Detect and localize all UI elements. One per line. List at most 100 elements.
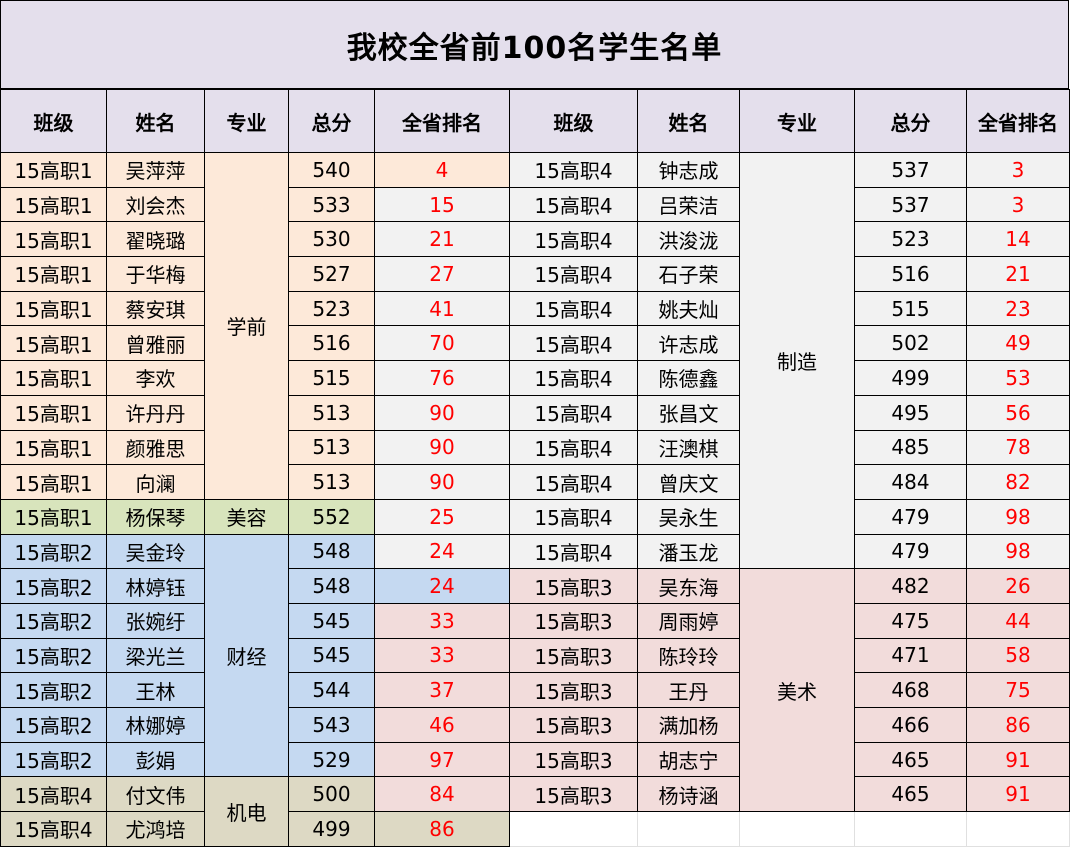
score-cell[interactable]: 499 — [288, 811, 375, 847]
score-cell[interactable]: 500 — [288, 776, 375, 813]
class-cell[interactable]: 15高职3 — [509, 776, 638, 813]
score-cell[interactable]: 468 — [854, 672, 967, 708]
score-cell[interactable]: 530 — [288, 221, 375, 258]
score-cell[interactable]: 471 — [854, 637, 967, 674]
header-rank[interactable]: 全省排名 — [966, 89, 1070, 153]
name-cell[interactable]: 石子荣 — [637, 256, 740, 292]
class-cell[interactable]: 15高职4 — [509, 152, 638, 188]
name-cell[interactable]: 陈德鑫 — [637, 360, 740, 396]
rank-cell[interactable]: 23 — [966, 290, 1070, 327]
name-cell[interactable]: 吴永生 — [637, 498, 740, 535]
rank-cell[interactable]: 21 — [966, 256, 1070, 292]
name-cell[interactable]: 许志成 — [637, 325, 740, 362]
name-cell[interactable]: 洪浚泷 — [637, 221, 740, 258]
class-cell[interactable]: 15高职4 — [0, 776, 107, 813]
name-cell[interactable]: 满加杨 — [637, 707, 740, 743]
name-cell[interactable]: 曾雅丽 — [106, 325, 205, 362]
class-cell[interactable]: 15高职3 — [509, 637, 638, 674]
class-cell[interactable]: 15高职3 — [509, 568, 638, 604]
score-cell[interactable]: 523 — [854, 221, 967, 258]
score-cell[interactable]: 543 — [288, 707, 375, 743]
name-cell[interactable]: 姚夫灿 — [637, 290, 740, 327]
name-cell[interactable]: 胡志宁 — [637, 741, 740, 778]
name-cell[interactable]: 张婉纡 — [106, 602, 205, 639]
rank-cell[interactable]: 97 — [374, 741, 510, 778]
name-cell[interactable]: 钟志成 — [637, 152, 740, 188]
rank-cell[interactable]: 78 — [966, 429, 1070, 466]
score-cell[interactable]: 465 — [854, 776, 967, 813]
score-cell[interactable]: 516 — [288, 325, 375, 362]
class-cell[interactable]: 15高职4 — [509, 290, 638, 327]
score-cell[interactable]: 513 — [288, 464, 375, 500]
empty-cell[interactable] — [966, 811, 1070, 847]
class-cell[interactable]: 15高职1 — [0, 325, 107, 362]
rank-cell[interactable]: 25 — [374, 498, 510, 535]
score-cell[interactable]: 523 — [288, 290, 375, 327]
name-cell[interactable]: 周雨婷 — [637, 602, 740, 639]
rank-cell[interactable]: 21 — [374, 221, 510, 258]
class-cell[interactable]: 15高职2 — [0, 741, 107, 778]
score-cell[interactable]: 548 — [288, 568, 375, 604]
rank-cell[interactable]: 76 — [374, 360, 510, 396]
class-cell[interactable]: 15高职3 — [509, 707, 638, 743]
rank-cell[interactable]: 26 — [966, 568, 1070, 604]
score-cell[interactable]: 544 — [288, 672, 375, 708]
rank-cell[interactable]: 56 — [966, 394, 1070, 431]
name-cell[interactable]: 吴萍萍 — [106, 152, 205, 188]
header-score[interactable]: 总分 — [288, 89, 375, 153]
class-cell[interactable]: 15高职4 — [509, 360, 638, 396]
rank-cell[interactable]: 4 — [374, 152, 510, 188]
class-cell[interactable]: 15高职4 — [509, 256, 638, 292]
major-cell[interactable]: 美容 — [204, 498, 289, 535]
name-cell[interactable]: 汪澳棋 — [637, 429, 740, 466]
score-cell[interactable]: 537 — [854, 186, 967, 223]
class-cell[interactable]: 15高职2 — [0, 602, 107, 639]
rank-cell[interactable]: 33 — [374, 637, 510, 674]
class-cell[interactable]: 15高职1 — [0, 429, 107, 466]
header-class[interactable]: 班级 — [0, 89, 107, 153]
score-cell[interactable]: 479 — [854, 533, 967, 570]
class-cell[interactable]: 15高职4 — [509, 533, 638, 570]
score-cell[interactable]: 499 — [854, 360, 967, 396]
rank-cell[interactable]: 33 — [374, 602, 510, 639]
name-cell[interactable]: 于华梅 — [106, 256, 205, 292]
rank-cell[interactable]: 3 — [966, 152, 1070, 188]
empty-cell[interactable] — [854, 811, 967, 847]
class-cell[interactable]: 15高职4 — [509, 186, 638, 223]
rank-cell[interactable]: 46 — [374, 707, 510, 743]
rank-cell[interactable]: 24 — [374, 568, 510, 604]
rank-cell[interactable]: 91 — [966, 776, 1070, 813]
rank-cell[interactable]: 91 — [966, 741, 1070, 778]
class-cell[interactable]: 15高职2 — [0, 568, 107, 604]
class-cell[interactable]: 15高职4 — [509, 429, 638, 466]
rank-cell[interactable]: 84 — [374, 776, 510, 813]
rank-cell[interactable]: 98 — [966, 533, 1070, 570]
major-cell[interactable]: 制造 — [739, 151, 855, 570]
class-cell[interactable]: 15高职2 — [0, 637, 107, 674]
rank-cell[interactable]: 70 — [374, 325, 510, 362]
score-cell[interactable]: 537 — [854, 152, 967, 188]
name-cell[interactable]: 吴金玲 — [106, 533, 205, 570]
class-cell[interactable]: 15高职1 — [0, 464, 107, 500]
name-cell[interactable]: 吕荣洁 — [637, 186, 740, 223]
header-class[interactable]: 班级 — [509, 89, 638, 153]
name-cell[interactable]: 颜雅思 — [106, 429, 205, 466]
rank-cell[interactable]: 58 — [966, 637, 1070, 674]
name-cell[interactable]: 彭娟 — [106, 741, 205, 778]
class-cell[interactable]: 15高职3 — [509, 672, 638, 708]
name-cell[interactable]: 王丹 — [637, 672, 740, 708]
class-cell[interactable]: 15高职2 — [0, 672, 107, 708]
score-cell[interactable]: 466 — [854, 707, 967, 743]
header-score[interactable]: 总分 — [854, 89, 967, 153]
score-cell[interactable]: 529 — [288, 741, 375, 778]
rank-cell[interactable]: 3 — [966, 186, 1070, 223]
class-cell[interactable]: 15高职4 — [509, 221, 638, 258]
score-cell[interactable]: 516 — [854, 256, 967, 292]
empty-cell[interactable] — [509, 811, 638, 847]
rank-cell[interactable]: 15 — [374, 186, 510, 223]
score-cell[interactable]: 545 — [288, 602, 375, 639]
score-cell[interactable]: 533 — [288, 186, 375, 223]
name-cell[interactable]: 翟晓璐 — [106, 221, 205, 258]
score-cell[interactable]: 513 — [288, 394, 375, 431]
header-name[interactable]: 姓名 — [106, 89, 205, 153]
